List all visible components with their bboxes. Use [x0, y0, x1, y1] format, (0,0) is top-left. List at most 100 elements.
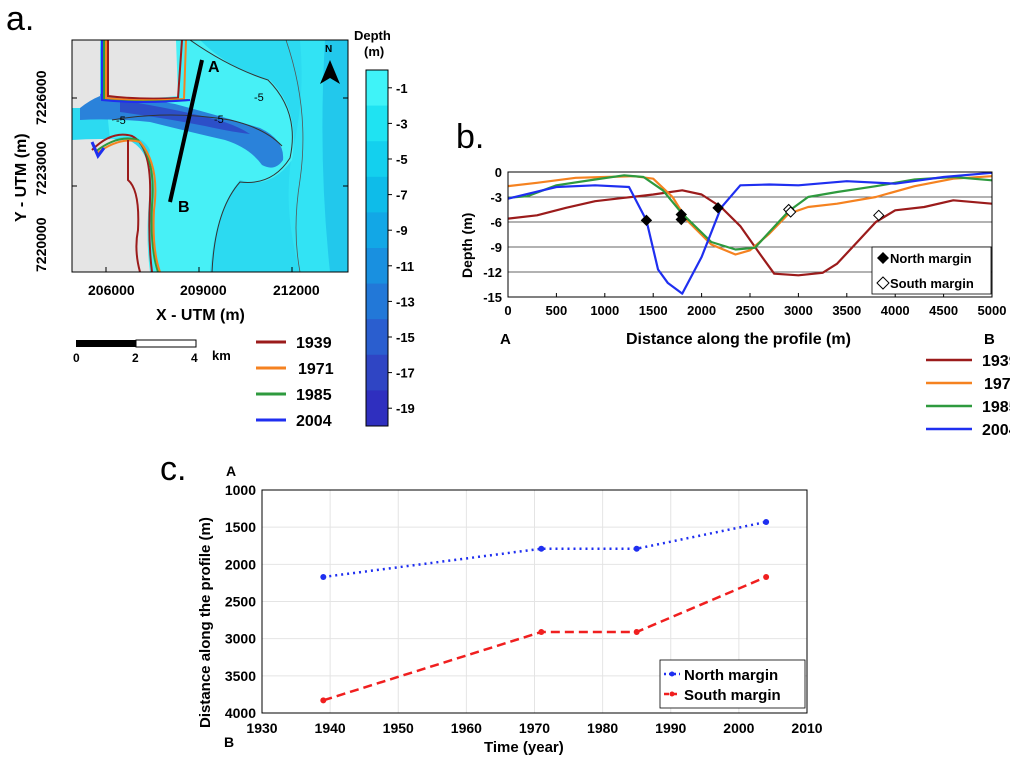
b-ytick-label: -12 [483, 265, 502, 280]
c-series [320, 518, 770, 704]
shoreline-1971 [105, 40, 187, 102]
colorbar-swatch [366, 248, 388, 285]
legend-label-2004: 2004 [296, 413, 332, 430]
colorbar-tick-label: -3 [396, 116, 408, 131]
colorbar-title: Depth [354, 28, 391, 43]
scale-tick: 4 [191, 351, 198, 365]
b-ylabel: Depth (m) [459, 213, 475, 278]
colorbar-unit: (m) [364, 44, 384, 59]
c-point-south-margin [763, 573, 770, 580]
colorbar-tick-label: -1 [396, 81, 408, 96]
b-ytick-label: -9 [490, 240, 502, 255]
c-ytick-label: 3000 [225, 631, 256, 647]
b-series-line-1939 [508, 189, 992, 277]
map-xtick-label: 206000 [88, 282, 135, 298]
profile-line [168, 59, 204, 203]
b-xtick-label: 4500 [929, 303, 958, 318]
c-point-north-margin [763, 518, 770, 525]
colorbar-tick-label: -15 [396, 330, 415, 345]
b-ytick-label: -15 [483, 290, 502, 305]
colorbar-tick-label: -13 [396, 294, 415, 309]
b-xtick-label: 1000 [590, 303, 619, 318]
c-ytick-label: 4000 [225, 705, 256, 721]
colorbar-tick-label: -11 [396, 259, 414, 274]
colorbar-swatch [366, 319, 388, 356]
scale-unit: km [212, 348, 231, 363]
c-series-line-north-margin [323, 520, 767, 579]
map-ytick-label: 7226000 [33, 70, 49, 125]
shoreline-1939-inner [127, 140, 141, 272]
c-ytick-label: 2500 [225, 594, 256, 610]
c-xlabel: Time (year) [484, 739, 564, 756]
b-series-line-1971 [508, 175, 992, 256]
b-xtick-label: 4000 [881, 303, 910, 318]
colorbar-swatch [366, 212, 388, 249]
colorbar-swatch [366, 141, 388, 178]
b-xtick-label: 2000 [687, 303, 716, 318]
land-north-block [104, 40, 178, 98]
b-ytick-label: -3 [490, 190, 502, 205]
c-point-south-margin [320, 697, 327, 704]
b-series-line-1985 [508, 174, 992, 251]
depth-colorbar: Depth (m) -1 -3 -5 -7 -9 -11 -13 -15 -17 -19 [354, 28, 415, 427]
b-margin-legend-box [871, 246, 992, 295]
c-axes-frame [261, 489, 808, 714]
b-xtick-label: 3000 [784, 303, 813, 318]
land-south [72, 139, 151, 272]
profile-label-a: A [208, 59, 220, 76]
scale-bar: 0 2 4 km [73, 339, 231, 365]
offshore-deep-band [322, 40, 348, 272]
profile-label-b: B [178, 199, 190, 216]
c-point-south-margin [538, 628, 545, 635]
profile-chart: 0 -3 -6 -9 -12 -15 0 500 1000 1500 2000 2500 3000 35… [459, 165, 1010, 439]
c-ytick-label: 1000 [225, 482, 256, 498]
b-xlabel: Distance along the profile (m) [626, 331, 851, 348]
b-xtick-label: 5000 [978, 303, 1007, 318]
b-ytick-label: -6 [490, 215, 502, 230]
colorbar-frame [365, 69, 389, 427]
margin-chart: 1000 1500 2000 2500 3000 3500 4000 1930 1940 195… [197, 463, 823, 756]
c-ytick-label: 1500 [225, 519, 256, 535]
c-yticks: 1000 1500 2000 2500 3000 3500 4000 [225, 482, 256, 721]
c-xtick-label: 2000 [723, 720, 754, 736]
b-series [508, 172, 992, 295]
north-arrow-icon: N [320, 44, 340, 84]
colorbar-tick-label: -17 [396, 366, 415, 381]
b-series-line-2004 [508, 172, 992, 295]
colorbar-tick-label: -7 [396, 188, 408, 203]
c-xtick-label: 1960 [451, 720, 482, 736]
contour-line [285, 40, 304, 272]
c-xtick-label: 2010 [791, 720, 822, 736]
colorbar-tick-label: -19 [396, 401, 415, 416]
contour-label: -5 [254, 92, 264, 104]
colorbar-swatch [366, 176, 388, 213]
c-xtick-label: 1990 [655, 720, 686, 736]
c-ytick-label: 2000 [225, 556, 256, 572]
scale-tick: 2 [132, 351, 139, 365]
b-xtick-label: 1500 [639, 303, 668, 318]
shoreline-1985-south [94, 137, 159, 272]
map-ytick-label: 7220000 [33, 217, 49, 272]
colorbar-swatch [366, 354, 388, 391]
b-margin-markers [640, 202, 885, 227]
c-end-label-a: A [226, 463, 236, 479]
c-xtick-label: 1970 [519, 720, 550, 736]
map-xtick-label: 212000 [273, 282, 320, 298]
c-legend-box [659, 659, 806, 709]
b-yticks: 0 -3 -6 -9 -12 -15 [483, 165, 502, 305]
b-xtick-label: 3500 [832, 303, 861, 318]
land-north-west [72, 40, 100, 108]
b-xtick-label: 2500 [736, 303, 765, 318]
map-legend: 1939 1971 1985 2004 [256, 335, 334, 430]
c-legend-north: North margin [684, 667, 778, 684]
map-ticks [72, 97, 348, 273]
b-legend-north: North margin [890, 251, 972, 266]
c-series-line-south-margin [322, 575, 767, 702]
shoreline-1971-south [95, 139, 161, 272]
colorbar-swatches: -1 -3 -5 -7 -9 -11 -13 -15 -17 -19 [366, 70, 415, 427]
south-margin-marker [873, 209, 885, 222]
c-xticks: 1930 1940 1950 1960 1970 1980 1990 2000 2010 [246, 720, 822, 736]
colorbar-swatch [366, 105, 388, 142]
c-legend-south: South margin [684, 687, 781, 704]
